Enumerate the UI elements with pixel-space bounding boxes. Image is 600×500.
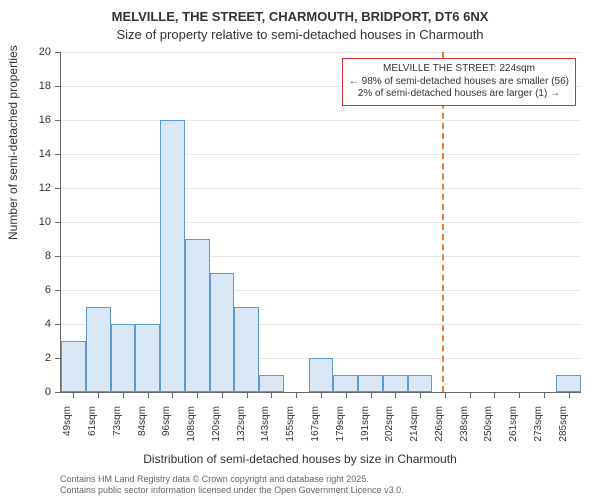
x-tick xyxy=(296,392,297,398)
property-size-chart: MELVILLE, THE STREET, CHARMOUTH, BRIDPOR… xyxy=(0,0,600,500)
title-line-1: MELVILLE, THE STREET, CHARMOUTH, BRIDPOR… xyxy=(0,8,600,26)
grid-line xyxy=(61,154,581,155)
x-tick xyxy=(371,392,372,398)
x-tick xyxy=(569,392,570,398)
x-tick-label: 214sqm xyxy=(409,406,420,442)
y-tick xyxy=(55,120,61,121)
grid-line xyxy=(61,222,581,223)
grid-line xyxy=(61,120,581,121)
x-tick xyxy=(445,392,446,398)
chart-credits: Contains HM Land Registry data © Crown c… xyxy=(60,474,404,497)
x-tick-label: 73sqm xyxy=(112,406,123,436)
x-tick xyxy=(73,392,74,398)
x-tick xyxy=(321,392,322,398)
x-tick-label: 179sqm xyxy=(335,406,346,442)
credits-line-1: Contains HM Land Registry data © Crown c… xyxy=(60,474,404,485)
y-axis-label: Number of semi-detached properties xyxy=(6,45,20,240)
y-tick xyxy=(55,222,61,223)
y-tick xyxy=(55,392,61,393)
x-tick-label: 250sqm xyxy=(483,406,494,442)
y-tick xyxy=(55,290,61,291)
x-tick xyxy=(420,392,421,398)
x-tick-label: 238sqm xyxy=(459,406,470,442)
x-tick-label: 202sqm xyxy=(384,406,395,442)
annotation-line-3: 2% of semi-detached houses are larger (1… xyxy=(349,88,569,101)
grid-line xyxy=(61,188,581,189)
histogram-bar xyxy=(309,358,334,392)
histogram-bar xyxy=(210,273,235,392)
chart-title: MELVILLE, THE STREET, CHARMOUTH, BRIDPOR… xyxy=(0,8,600,43)
y-tick xyxy=(55,52,61,53)
x-tick xyxy=(544,392,545,398)
x-tick-label: 61sqm xyxy=(87,406,98,436)
histogram-bar xyxy=(358,375,383,392)
y-tick-label: 2 xyxy=(45,352,51,364)
x-tick-label: 143sqm xyxy=(260,406,271,442)
y-tick xyxy=(55,256,61,257)
x-tick xyxy=(197,392,198,398)
x-tick xyxy=(98,392,99,398)
x-tick-label: 108sqm xyxy=(186,406,197,442)
x-tick-label: 285sqm xyxy=(558,406,569,442)
y-tick-label: 20 xyxy=(39,46,51,58)
x-tick-label: 49sqm xyxy=(62,406,73,436)
y-tick-label: 16 xyxy=(39,114,51,126)
x-tick-label: 120sqm xyxy=(211,406,222,442)
x-tick-label: 191sqm xyxy=(360,406,371,442)
grid-line xyxy=(61,52,581,53)
credits-line-2: Contains public sector information licen… xyxy=(60,485,404,496)
plot-area: 0246810121416182049sqm61sqm73sqm84sqm96s… xyxy=(60,52,581,393)
histogram-bar xyxy=(86,307,111,392)
x-tick xyxy=(494,392,495,398)
x-tick xyxy=(222,392,223,398)
y-tick xyxy=(55,154,61,155)
histogram-bar xyxy=(383,375,408,392)
y-tick-label: 0 xyxy=(45,386,51,398)
histogram-bar xyxy=(111,324,136,392)
x-tick xyxy=(395,392,396,398)
x-tick-label: 96sqm xyxy=(161,406,172,436)
y-tick xyxy=(55,188,61,189)
histogram-bar xyxy=(185,239,210,392)
title-line-2: Size of property relative to semi-detach… xyxy=(0,26,600,44)
x-tick xyxy=(247,392,248,398)
x-tick xyxy=(148,392,149,398)
histogram-bar xyxy=(135,324,160,392)
y-tick-label: 6 xyxy=(45,284,51,296)
x-tick-label: 273sqm xyxy=(533,406,544,442)
annotation-box: MELVILLE THE STREET: 224sqm← 98% of semi… xyxy=(342,58,576,106)
annotation-line-2: ← 98% of semi-detached houses are smalle… xyxy=(349,76,569,89)
x-tick xyxy=(123,392,124,398)
y-tick-label: 8 xyxy=(45,250,51,262)
y-tick-label: 10 xyxy=(39,216,51,228)
histogram-bar xyxy=(160,120,185,392)
x-tick-label: 226sqm xyxy=(434,406,445,442)
x-tick-label: 261sqm xyxy=(508,406,519,442)
y-tick xyxy=(55,86,61,87)
histogram-bar xyxy=(259,375,284,392)
x-tick xyxy=(172,392,173,398)
x-tick xyxy=(271,392,272,398)
x-tick-label: 155sqm xyxy=(285,406,296,442)
x-tick xyxy=(519,392,520,398)
y-tick-label: 12 xyxy=(39,182,51,194)
y-tick-label: 4 xyxy=(45,318,51,330)
x-tick-label: 132sqm xyxy=(236,406,247,442)
y-tick xyxy=(55,324,61,325)
x-axis-label: Distribution of semi-detached houses by … xyxy=(0,452,600,466)
x-tick xyxy=(470,392,471,398)
grid-line xyxy=(61,256,581,257)
histogram-bar xyxy=(408,375,433,392)
x-tick xyxy=(346,392,347,398)
x-tick-label: 84sqm xyxy=(137,406,148,436)
x-tick-label: 167sqm xyxy=(310,406,321,442)
grid-line xyxy=(61,290,581,291)
annotation-line-1: MELVILLE THE STREET: 224sqm xyxy=(349,63,569,76)
histogram-bar xyxy=(234,307,259,392)
histogram-bar xyxy=(61,341,86,392)
y-tick-label: 18 xyxy=(39,80,51,92)
histogram-bar xyxy=(556,375,581,392)
histogram-bar xyxy=(333,375,358,392)
y-tick-label: 14 xyxy=(39,148,51,160)
